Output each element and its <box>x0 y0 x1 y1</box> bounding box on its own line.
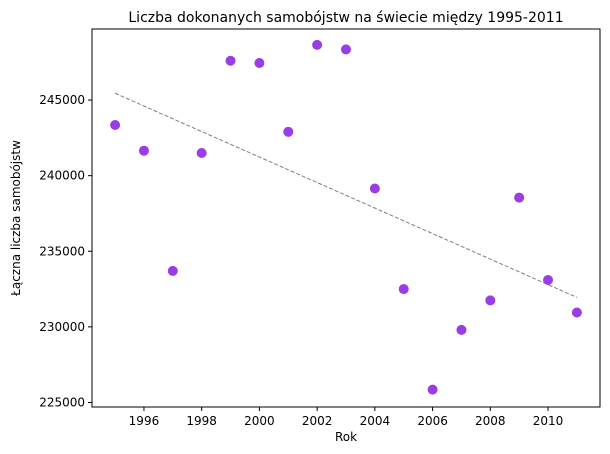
data-point <box>341 44 351 55</box>
data-point <box>225 55 236 66</box>
data-point <box>167 265 178 276</box>
data-point <box>485 295 496 306</box>
y-tick-label: 235000 <box>39 244 85 258</box>
x-axis: 1996 1998 2000 2002 2004 2006 2008 2010 <box>129 407 564 428</box>
chart-title: Liczba dokonanych samobójstw na świecie … <box>128 10 563 26</box>
data-point <box>514 192 525 203</box>
plot-frame <box>91 28 601 408</box>
x-tick-label: 2008 <box>475 414 506 428</box>
x-tick-label: 1998 <box>186 414 217 428</box>
x-tick-label: 2002 <box>302 414 333 428</box>
trend-line <box>114 92 578 298</box>
y-tick-label: 245000 <box>39 93 85 107</box>
data-point <box>138 145 149 156</box>
data-point <box>398 284 409 295</box>
y-tick-label: 240000 <box>39 169 85 183</box>
y-tick-label: 225000 <box>39 395 85 409</box>
data-point <box>543 274 554 285</box>
x-tick-label: 2006 <box>417 414 448 428</box>
x-tick-label: 2000 <box>244 414 275 428</box>
y-axis-label: Łączna liczba samobójstw <box>9 140 23 297</box>
trend-layer <box>114 92 578 298</box>
data-point <box>456 324 467 335</box>
data-point <box>427 384 438 395</box>
x-tick-label: 2010 <box>533 414 564 428</box>
data-point <box>110 120 121 131</box>
x-tick-label: 1996 <box>129 414 160 428</box>
data-point <box>254 58 265 69</box>
points-layer <box>110 39 582 395</box>
x-tick-label: 2004 <box>360 414 391 428</box>
data-point <box>283 126 294 137</box>
data-point <box>312 39 323 50</box>
data-point <box>196 147 207 158</box>
x-axis-label: Rok <box>335 430 357 444</box>
data-point <box>571 307 582 318</box>
data-point <box>369 183 380 194</box>
y-axis: 225000 230000 235000 240000 245000 <box>39 93 92 409</box>
y-tick-label: 230000 <box>39 320 85 334</box>
